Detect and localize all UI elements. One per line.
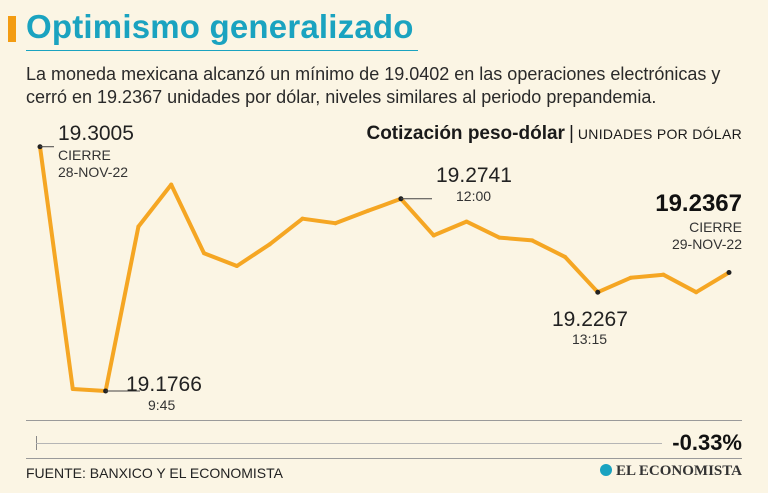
data-point-10 [366, 208, 371, 213]
data-point-18 [628, 275, 633, 280]
data-point-15 [530, 238, 535, 243]
data-point-19 [661, 272, 666, 277]
chart-title: Cotización peso-dólar | UNIDADES POR DÓLAR [366, 123, 742, 145]
data-point-1 [70, 387, 75, 392]
page-title: Optimismo generalizado [26, 8, 414, 45]
chart-title-separator: | [568, 123, 574, 144]
close-cierre-label: CIERRE [689, 219, 742, 235]
open-date-label: 28-NOV-22 [58, 164, 129, 180]
daily-change: -0.33% [672, 430, 742, 455]
footer-bottom-rule [26, 458, 742, 459]
annotated-point-21 [726, 270, 732, 276]
data-point-16 [562, 254, 567, 259]
data-point-13 [464, 219, 469, 224]
series-line-peso-dolar [38, 144, 731, 393]
brand-name: EL ECONOMISTA [616, 463, 742, 479]
close-value-label: 19.2367 [655, 190, 742, 217]
footer-top-rule [26, 420, 742, 421]
title-underline [26, 50, 418, 51]
chart-units: UNIDADES POR DÓLAR [577, 126, 742, 142]
close-date-label: 29-NOV-22 [671, 236, 742, 252]
data-point-4 [169, 182, 174, 187]
change-track-line [36, 443, 662, 444]
high-value-label: 19.2741 [436, 164, 512, 187]
line-chart [37, 144, 732, 394]
open-cierre-label: CIERRE [58, 147, 111, 163]
subtitle: La moneda mexicana alcanzó un mínimo de … [26, 64, 721, 107]
data-point-5 [202, 251, 207, 256]
data-point-9 [333, 221, 338, 226]
data-point-12 [431, 233, 436, 238]
data-point-7 [267, 242, 272, 247]
brand-logo: EL ECONOMISTA [600, 463, 742, 480]
chart-title-main: Cotización peso-dólar [366, 123, 565, 144]
high-time-label: 12:00 [456, 188, 492, 204]
annotated-point-17 [595, 289, 601, 295]
brand-icon [600, 464, 612, 476]
source-note: FUENTE: BANXICO Y EL ECONOMISTA [26, 465, 283, 481]
low1-value-label: 19.1766 [126, 373, 202, 396]
data-point-8 [300, 216, 305, 221]
data-point-14 [497, 235, 502, 240]
open-value-label: 19.3005 [58, 122, 134, 145]
data-point-6 [234, 264, 239, 268]
low2-value-label: 19.2267 [552, 308, 628, 331]
data-point-20 [694, 290, 699, 295]
title-accent-bar [8, 16, 16, 42]
data-point-3 [136, 224, 141, 229]
low2-time-label: 13:15 [572, 331, 608, 347]
low1-time-label: 9:45 [148, 397, 176, 413]
